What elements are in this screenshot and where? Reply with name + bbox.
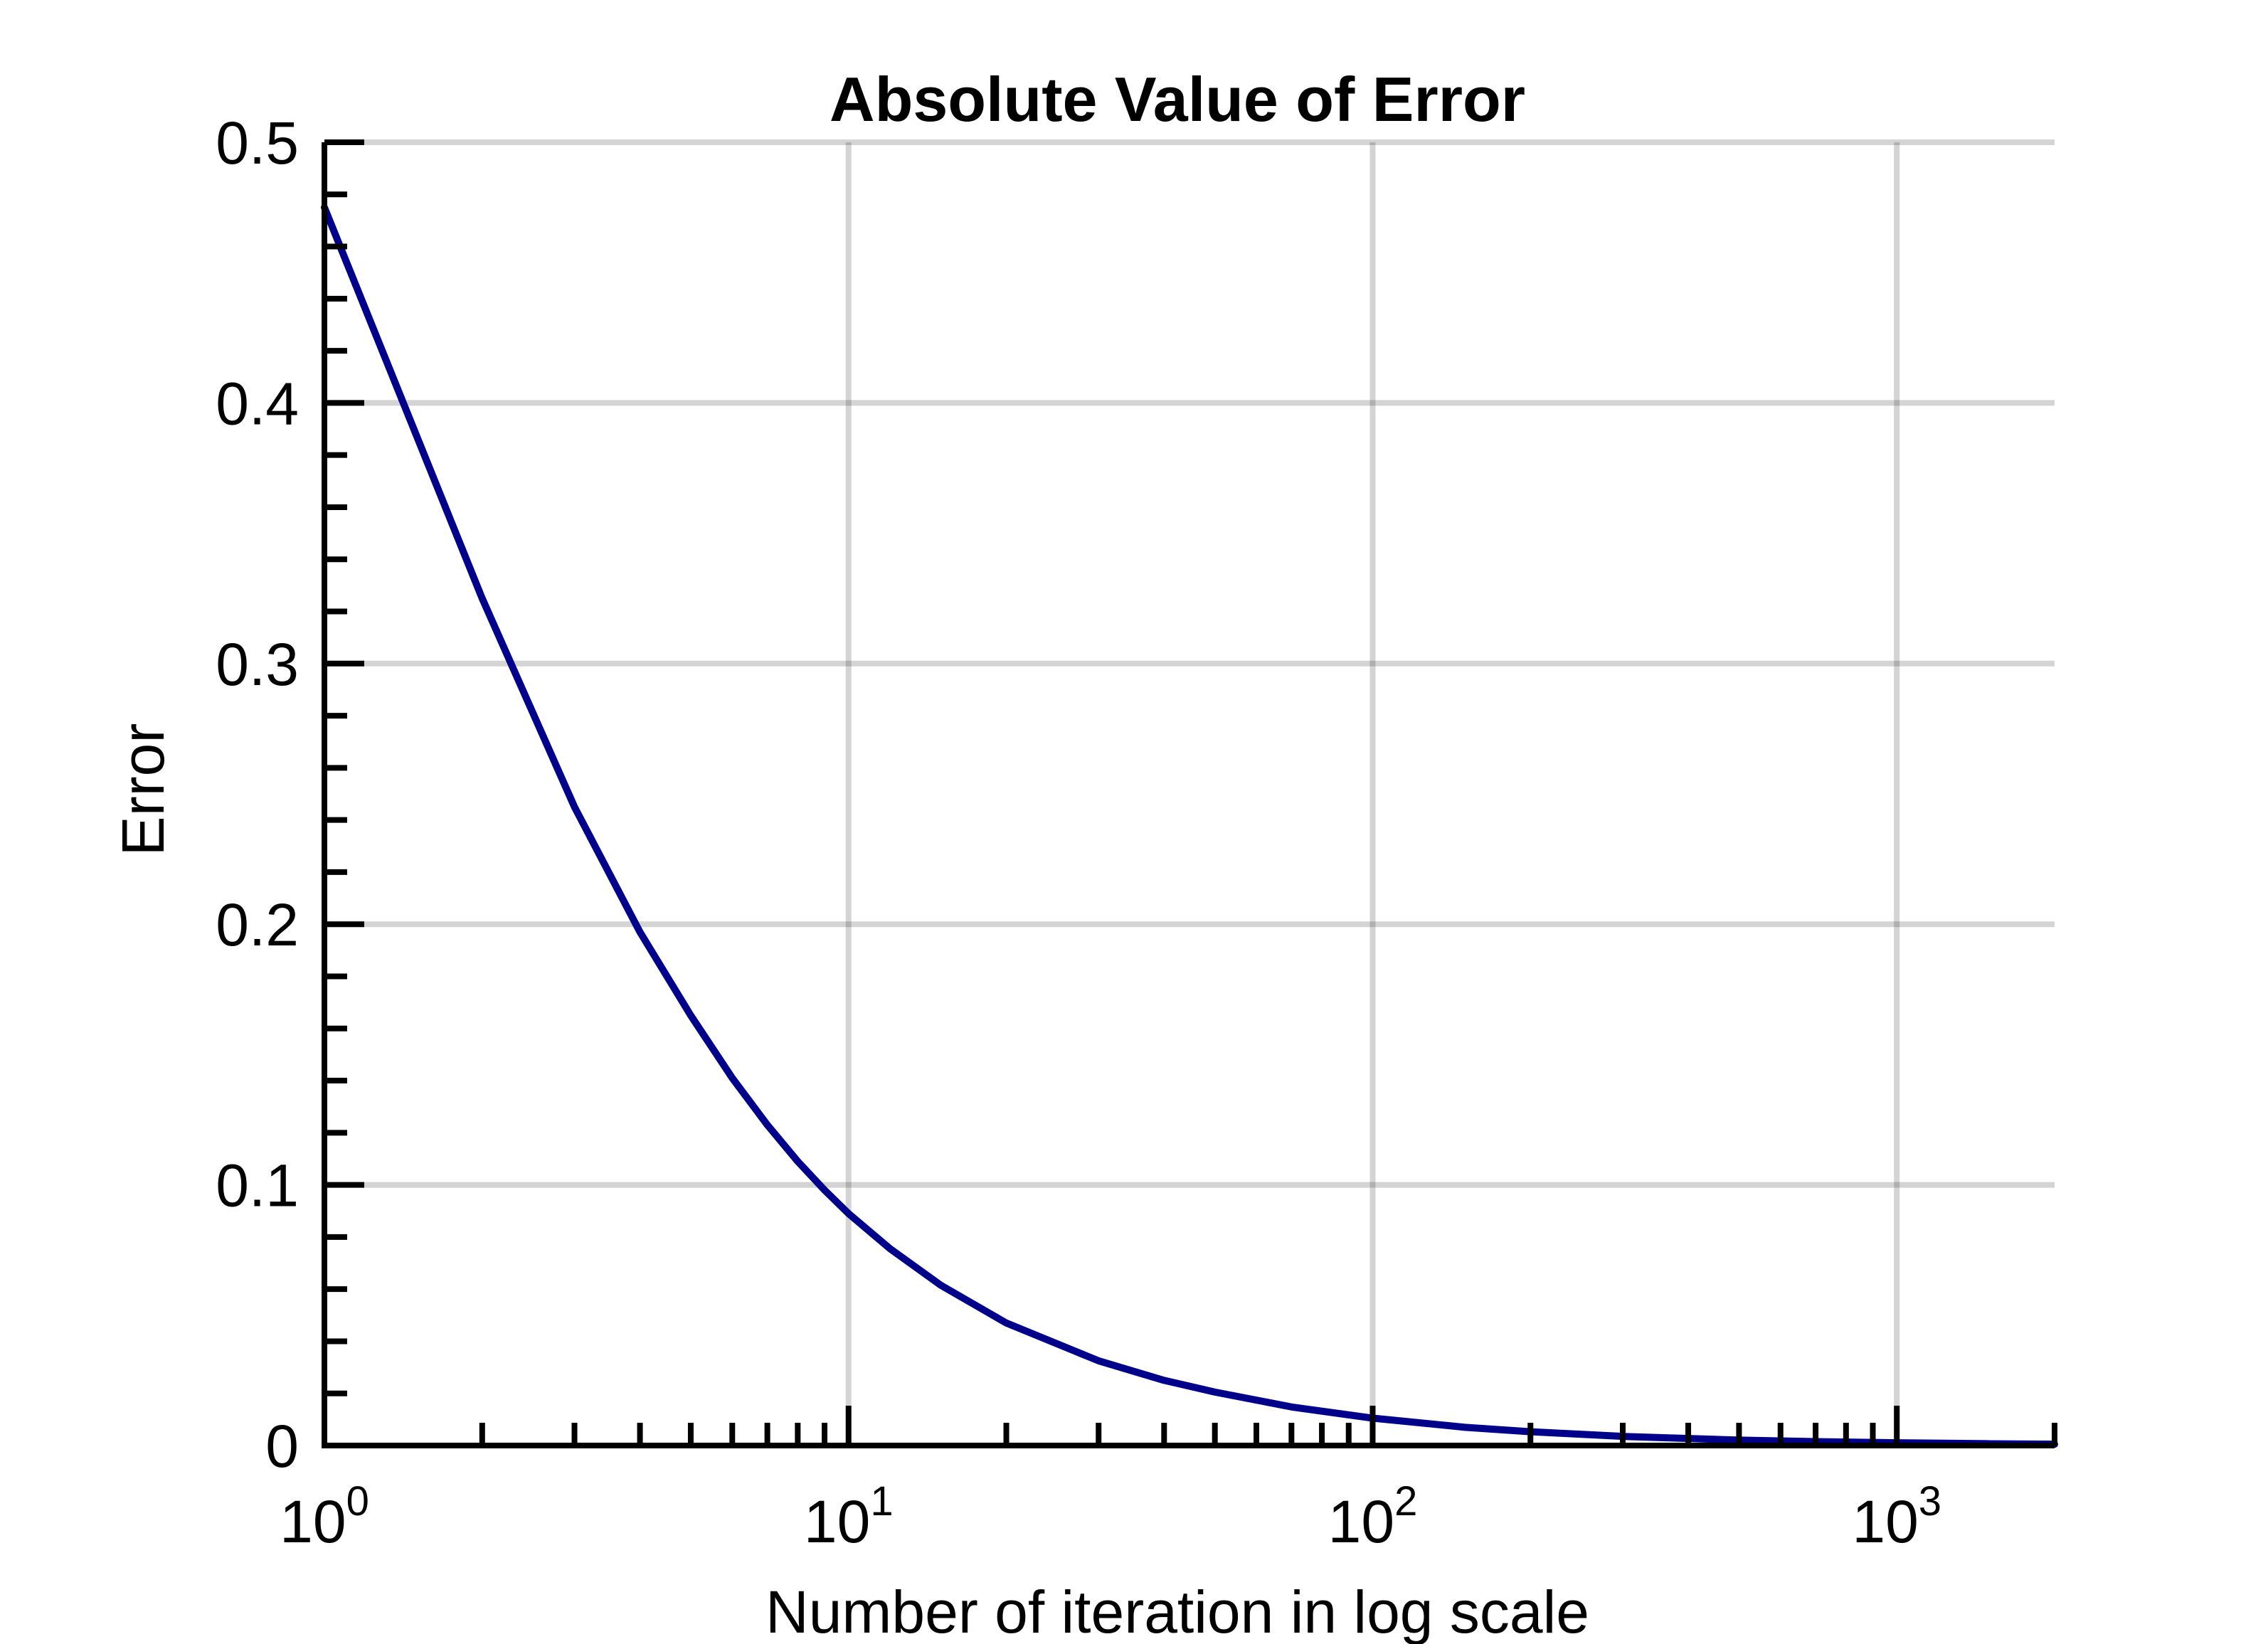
y-tick-label: 0.3 (216, 631, 299, 698)
chart-title: Absolute Value of Error (830, 64, 1525, 134)
y-tick-label: 0.4 (216, 370, 299, 437)
error-line (321, 203, 2058, 1448)
x-tick-label: 102 (1328, 1478, 1418, 1555)
x-tick-label-exponent: 3 (1919, 1478, 1941, 1524)
x-tick-label: 103 (1852, 1478, 1941, 1555)
x-tick-label-base: 10 (804, 1488, 870, 1555)
series-layer (321, 203, 2058, 1448)
x-axis-label: Number of iteration in log scale (765, 1579, 1589, 1644)
x-tick-label: 100 (280, 1478, 369, 1555)
y-axis-label: Error (110, 723, 176, 857)
axes (322, 139, 2057, 1448)
x-tick-label: 101 (804, 1478, 894, 1555)
x-tick-label-base: 10 (280, 1488, 346, 1555)
x-tick-label-base: 10 (1328, 1488, 1394, 1555)
y-tick-label: 0.5 (216, 110, 299, 176)
x-tick-label-exponent: 0 (346, 1478, 369, 1524)
y-tick-label: 0.1 (216, 1152, 299, 1219)
x-tick-label-exponent: 1 (870, 1478, 893, 1524)
x-tick-label-base: 10 (1852, 1488, 1918, 1555)
y-tick-label: 0.2 (216, 891, 299, 958)
grid-lines (324, 139, 2055, 1446)
x-tick-label-exponent: 2 (1394, 1478, 1417, 1524)
y-tick-label: 0 (265, 1413, 299, 1480)
